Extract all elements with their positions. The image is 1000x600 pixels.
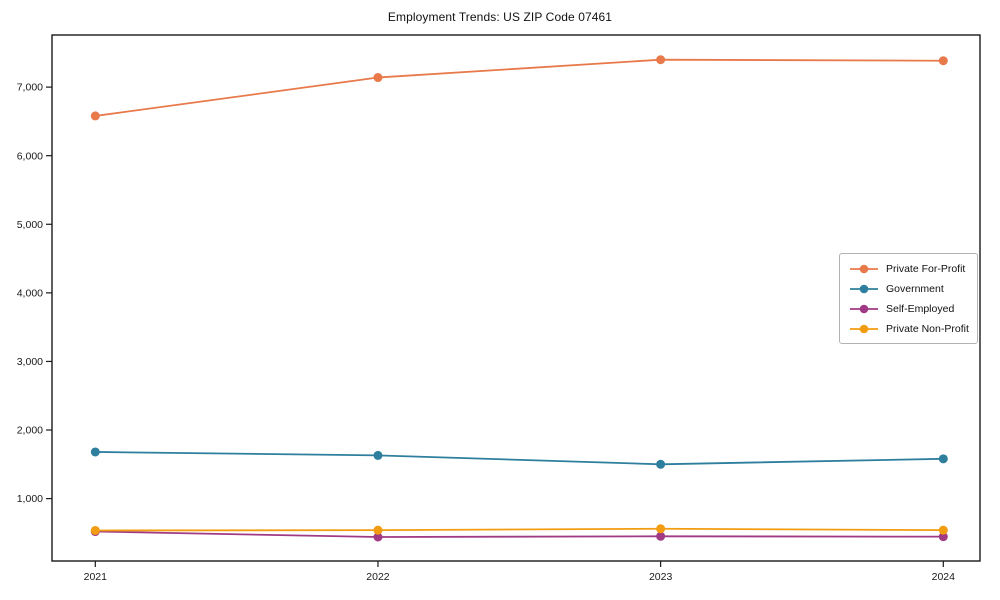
legend-line-marker-icon <box>850 304 878 314</box>
y-tick-label: 4,000 <box>17 287 43 299</box>
legend-label: Self-Employed <box>886 303 955 315</box>
x-tick-label: 2023 <box>649 571 673 583</box>
legend-item-government: Government <box>849 279 969 299</box>
x-tick-label: 2021 <box>84 571 108 583</box>
y-tick-label: 2,000 <box>17 425 43 437</box>
legend-line-marker-icon <box>850 284 878 294</box>
legend: Private For-Profit Government Self-Emplo… <box>839 253 978 344</box>
legend-line-marker-icon <box>850 324 878 334</box>
data-point-self-employed <box>656 531 666 541</box>
data-point-government <box>373 450 383 460</box>
y-tick-label: 5,000 <box>17 219 43 231</box>
data-point-self-employed <box>373 532 383 542</box>
series-line-private-for-profit <box>95 58 944 117</box>
legend-item-self-employed: Self-Employed <box>849 299 969 319</box>
data-point-private-for-profit <box>938 56 948 66</box>
y-tick-label: 7,000 <box>17 82 43 94</box>
x-tick-label: 2024 <box>932 571 956 583</box>
data-point-government <box>90 447 100 457</box>
data-point-government <box>938 454 948 464</box>
data-point-self-employed <box>938 532 948 542</box>
chart-title: Employment Trends: US ZIP Code 07461 <box>387 10 613 24</box>
data-point-private-for-profit <box>90 111 100 121</box>
x-tick-label: 2022 <box>366 571 390 583</box>
y-tick-label: 1,000 <box>17 493 43 505</box>
series-line-private-non-profit <box>95 527 944 532</box>
series-line-self-employed <box>95 530 944 538</box>
data-point-private-non-profit <box>90 525 100 535</box>
plot-border <box>51 34 981 562</box>
legend-label: Government <box>886 283 944 295</box>
y-tick-label: 3,000 <box>17 356 43 368</box>
data-point-private-non-profit <box>373 525 383 535</box>
series-line-government <box>95 451 944 466</box>
data-point-government <box>656 459 666 469</box>
data-point-private-for-profit <box>656 55 666 65</box>
data-point-private-non-profit <box>656 524 666 534</box>
data-point-private-for-profit <box>373 73 383 83</box>
y-tick-label: 6,000 <box>17 150 43 162</box>
legend-label: Private For-Profit <box>886 263 966 275</box>
data-point-private-non-profit <box>938 525 948 535</box>
legend-item-private-non-profit: Private Non-Profit <box>849 319 969 339</box>
legend-label: Private Non-Profit <box>886 323 969 335</box>
legend-line-marker-icon <box>850 264 878 274</box>
legend-item-private-for-profit: Private For-Profit <box>849 259 969 279</box>
